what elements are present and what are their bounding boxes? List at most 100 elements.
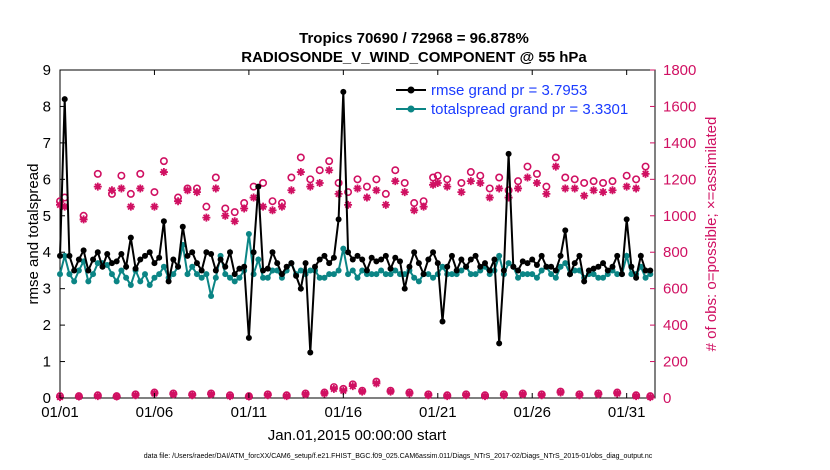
rmse-point: [614, 252, 621, 259]
obs-low-assimilated-point: [348, 382, 357, 391]
y-axis-right: 0 200 400 600 800 1000 1200 1400 1600 1800: [650, 62, 696, 407]
obs-low-assimilated-point: [386, 387, 395, 396]
rmse-point: [397, 258, 403, 265]
x-tick-label: 01/31: [608, 404, 646, 421]
totalspread-point: [75, 267, 82, 274]
rmse-point: [99, 263, 106, 270]
obs-assimilated-point: [306, 182, 315, 191]
obs-possible-point: [504, 186, 513, 195]
totalspread-point: [524, 271, 531, 278]
totalspread-point: [316, 274, 323, 281]
rmse-point: [571, 260, 578, 267]
rmse-point: [387, 265, 394, 272]
rmse-point: [491, 256, 498, 263]
y-axis-left: 0 1 2 3 4 5 6 7 8 9: [43, 62, 65, 407]
rmse-point: [642, 267, 649, 274]
totalspread-point: [118, 267, 125, 274]
obs-assimilated-point: [561, 184, 570, 193]
obs-low-assimilated-point: [646, 393, 655, 402]
rmse-point: [118, 251, 125, 258]
totalspread-point: [71, 278, 78, 285]
totalspread-point: [236, 274, 243, 281]
totalspread-point: [193, 271, 200, 278]
totalspread-point: [335, 267, 342, 274]
rmse-point: [302, 260, 309, 267]
y-right-tick-label: 600: [663, 281, 688, 298]
totalspread-point: [156, 271, 163, 278]
obs-low-assimilated-point: [594, 390, 603, 399]
rmse-point: [160, 218, 167, 225]
rmse-point: [373, 258, 380, 265]
obs-assimilated-point: [344, 200, 353, 209]
totalspread-point: [515, 274, 522, 281]
y-left-tick-label: 6: [43, 171, 51, 188]
rmse-point: [142, 252, 148, 259]
y-right-tick-label: 800: [663, 244, 688, 261]
obs-possible-point: [589, 177, 598, 186]
rmse-point: [283, 263, 290, 270]
rmse-point: [57, 252, 63, 259]
obs-possible-point: [287, 173, 296, 182]
obs-assimilated-point: [570, 184, 579, 193]
rmse-point: [335, 216, 342, 223]
y-left-tick-label: 0: [43, 390, 51, 407]
obs-possible-point: [221, 204, 230, 213]
obs-assimilated-point: [150, 202, 159, 211]
obs-assimilated-point: [551, 162, 560, 171]
rmse-point: [108, 260, 115, 267]
obs-assimilated-point: [433, 178, 442, 187]
rmse-point: [222, 263, 229, 270]
obs-assimilated-point: [622, 182, 631, 191]
rmse-point: [340, 88, 347, 95]
obs-possible-point: [315, 166, 324, 175]
obs-possible-point: [202, 202, 211, 211]
obs-possible-point: [325, 157, 334, 166]
y-right-tick-label: 1800: [663, 62, 696, 79]
obs-possible-point: [136, 169, 145, 178]
obs-possible-point: [457, 178, 466, 187]
legend: rmse grand pr = 3.7953 totalspread grand…: [392, 78, 640, 118]
rmse-point: [217, 256, 224, 263]
y-left-tick-label: 5: [43, 208, 51, 225]
rmse-point: [175, 263, 182, 270]
totalspread-point: [552, 274, 559, 281]
totalspread-point: [113, 278, 120, 285]
totalspread-point: [340, 245, 347, 252]
obs-assimilated-point: [117, 184, 126, 193]
rmse-point: [415, 260, 422, 267]
obs-assimilated-point: [514, 184, 523, 193]
y-axis-left-label: rmse and totalspread: [25, 164, 42, 305]
rmse-point: [623, 216, 630, 223]
obs-low-assimilated-point: [226, 392, 234, 401]
totalspread-point: [151, 274, 158, 281]
obs-low-assimilated-point: [481, 392, 489, 401]
obs-assimilated-point: [240, 204, 249, 213]
obs-possible-point: [443, 175, 452, 184]
obs-low-assimilated-point: [263, 391, 272, 400]
legend-spread-marker: [407, 105, 415, 113]
rmse-point: [85, 267, 92, 274]
obs-possible-point: [117, 171, 126, 180]
obs-possible-point: [259, 178, 268, 187]
obs-assimilated-point: [476, 178, 485, 187]
rmse-point: [401, 285, 408, 292]
obs-possible-point: [466, 168, 475, 177]
x-tick-label: 01/01: [41, 404, 79, 421]
totalspread-point: [189, 263, 196, 270]
rmse-point: [444, 263, 451, 270]
rmse-point: [288, 260, 295, 267]
rmse-point: [392, 254, 399, 261]
obs-possible-point: [126, 189, 135, 198]
rmse-point: [637, 252, 644, 259]
obs-possible-point: [476, 171, 485, 180]
rmse-point: [515, 267, 522, 274]
rmse-point: [477, 263, 484, 270]
y-left-tick-label: 2: [43, 317, 51, 334]
rmse-point: [600, 260, 607, 267]
rmse-point: [359, 256, 366, 263]
x-tick-label: 01/16: [325, 404, 363, 421]
obs-possible-point: [551, 153, 560, 162]
y-right-tick-label: 0: [663, 390, 671, 407]
rmse-point: [193, 260, 200, 267]
y-left-tick-label: 1: [43, 354, 51, 371]
